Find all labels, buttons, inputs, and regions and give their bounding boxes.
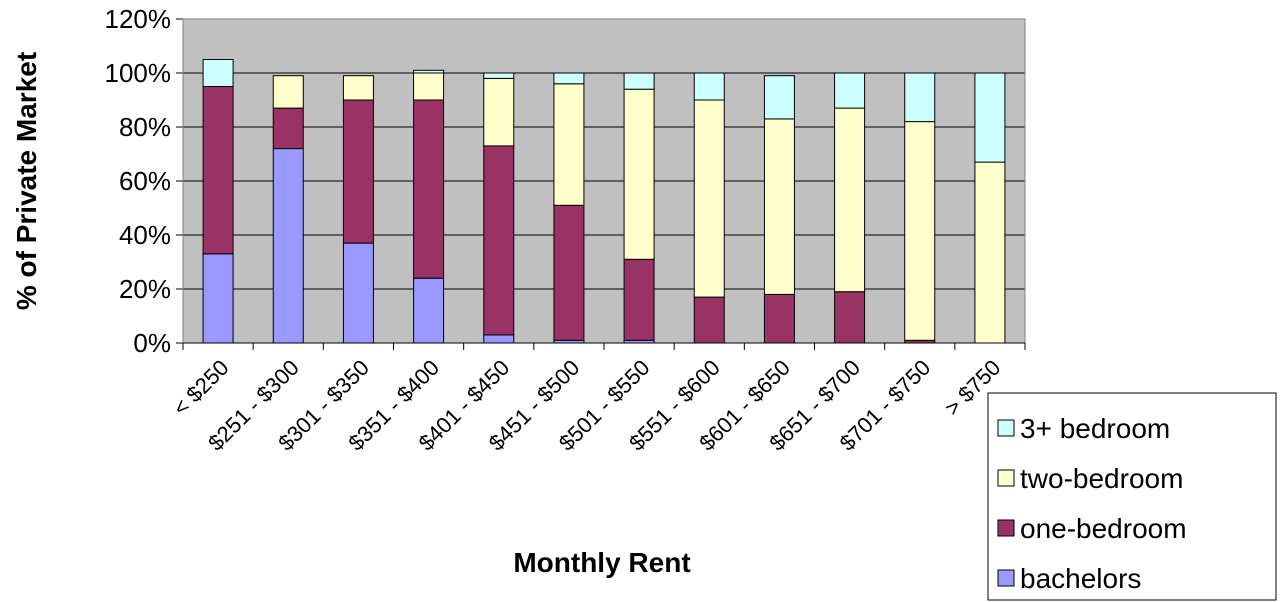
bar-segment (834, 107, 866, 293)
bar-segment (834, 291, 866, 344)
y-tick-label: 80% (119, 112, 171, 142)
bar-segment (483, 77, 515, 147)
y-tick-label: 100% (105, 58, 172, 88)
bar-segment (904, 121, 936, 341)
bar-segment (272, 75, 304, 109)
x-tick-label: < $250 (168, 355, 234, 421)
y-tick-label: 120% (105, 4, 172, 34)
y-tick-label: 40% (119, 220, 171, 250)
bar-segment (693, 99, 725, 298)
x-axis-title: Monthly Rent (513, 547, 690, 578)
bar-segment (342, 75, 374, 101)
bar-segment (693, 72, 725, 101)
bar-segment (553, 83, 585, 206)
bar-segment (553, 204, 585, 341)
legend-label: two-bedroom (1020, 463, 1183, 494)
bar-segment (483, 145, 515, 336)
bar-segment (413, 99, 445, 279)
bar-segment (342, 99, 374, 244)
bar-segment (763, 293, 795, 344)
bar-segment (202, 86, 234, 255)
legend-swatch (997, 469, 1015, 487)
bar-segment (763, 118, 795, 295)
legend-swatch (997, 519, 1015, 537)
bar-segment (623, 258, 655, 341)
bar-segment (623, 72, 655, 90)
y-tick-label: 20% (119, 274, 171, 304)
bar-segment (974, 72, 1006, 163)
legend-box (987, 392, 1277, 601)
bar-segment (202, 59, 234, 87)
bar-segment (693, 296, 725, 344)
y-tick-label: 0% (133, 328, 171, 358)
bar-segment (413, 69, 445, 74)
bar-segment (763, 75, 795, 120)
bar-segment (974, 161, 1006, 344)
bar-segment (623, 88, 655, 260)
bar-segment (483, 72, 515, 79)
bar-segment (553, 72, 585, 85)
bar-segment (904, 72, 936, 123)
bar-segment (413, 277, 445, 344)
legend-label: one-bedroom (1020, 513, 1187, 544)
bar-segment (483, 334, 515, 344)
bar-segment (834, 72, 866, 109)
bar-segment (272, 107, 304, 150)
legend-label: bachelors (1020, 563, 1141, 594)
bar-segment (202, 253, 234, 344)
bar-segment (342, 242, 374, 344)
legend-label: 3+ bedroom (1020, 413, 1170, 444)
legend-swatch (997, 419, 1015, 437)
bar-segment (272, 148, 304, 344)
bar-segment (413, 72, 445, 101)
y-axis-title: % of Private Market (11, 52, 42, 310)
legend-swatch (997, 569, 1015, 587)
y-tick-label: 60% (119, 166, 171, 196)
